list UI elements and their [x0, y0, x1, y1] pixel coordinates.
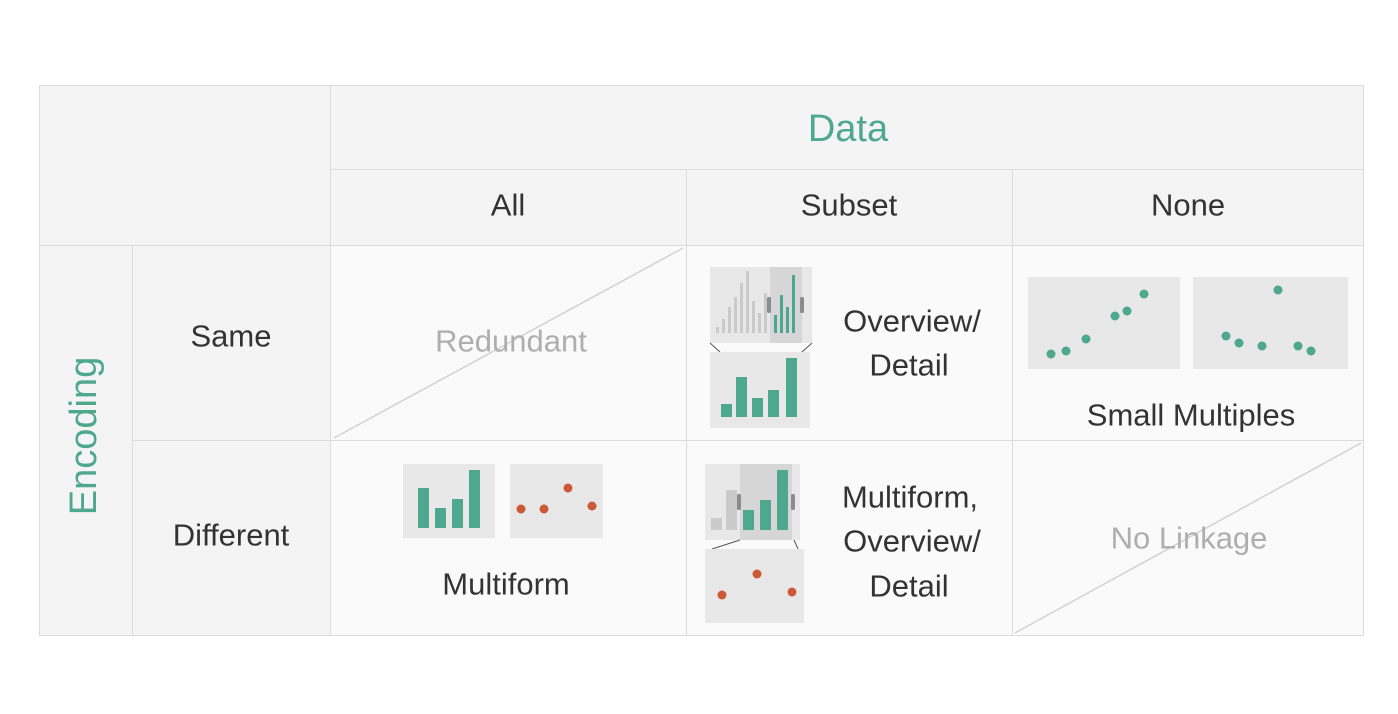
scatter-plot-icon-left: [1028, 277, 1180, 369]
redundant-label: Redundant: [435, 323, 587, 359]
row-label-different: Different: [172, 517, 290, 553]
multiform-scatter-icon: [510, 464, 603, 538]
overview-detail-line2: Detail: [869, 347, 949, 383]
col-label-none: None: [1150, 187, 1226, 223]
multiform-detail-scatter-icon: [705, 549, 804, 623]
multiform-label: Multiform: [442, 566, 570, 602]
zoom-connector-icon: [709, 342, 813, 353]
small-multiples-label: Small Multiples: [1086, 397, 1296, 433]
col-header-all: [330, 169, 687, 246]
overview-chart-icon: [710, 267, 812, 343]
corner-cell: [39, 85, 331, 246]
multiform-overview-detail-line3: Detail: [869, 568, 949, 604]
scatter-plot-icon-right: [1193, 277, 1348, 369]
multiform-overview-chart-icon: [705, 464, 800, 540]
col-label-subset: Subset: [800, 187, 898, 223]
row-header-different: [132, 440, 331, 636]
multiform-zoom-connector-icon: [711, 539, 799, 550]
row-label-same: Same: [190, 318, 272, 354]
cell-different-all: [330, 440, 687, 636]
multiform-overview-detail-line2: Overview/: [843, 523, 981, 559]
detail-bar-chart-icon: [710, 352, 810, 428]
data-header-label: Data: [807, 108, 889, 150]
col-header-none: [1012, 169, 1364, 246]
encoding-header-label: Encoding: [63, 356, 105, 516]
data-header-cell: [330, 85, 1364, 170]
col-label-all: All: [490, 187, 526, 223]
overview-detail-line1: Overview/: [843, 303, 981, 339]
row-header-same: [132, 245, 331, 441]
encoding-header-cell: [39, 245, 133, 636]
no-linkage-label: No Linkage: [1110, 520, 1268, 556]
multiform-bar-chart-icon: [403, 464, 495, 538]
multiform-overview-detail-line1: Multiform,: [841, 479, 979, 515]
